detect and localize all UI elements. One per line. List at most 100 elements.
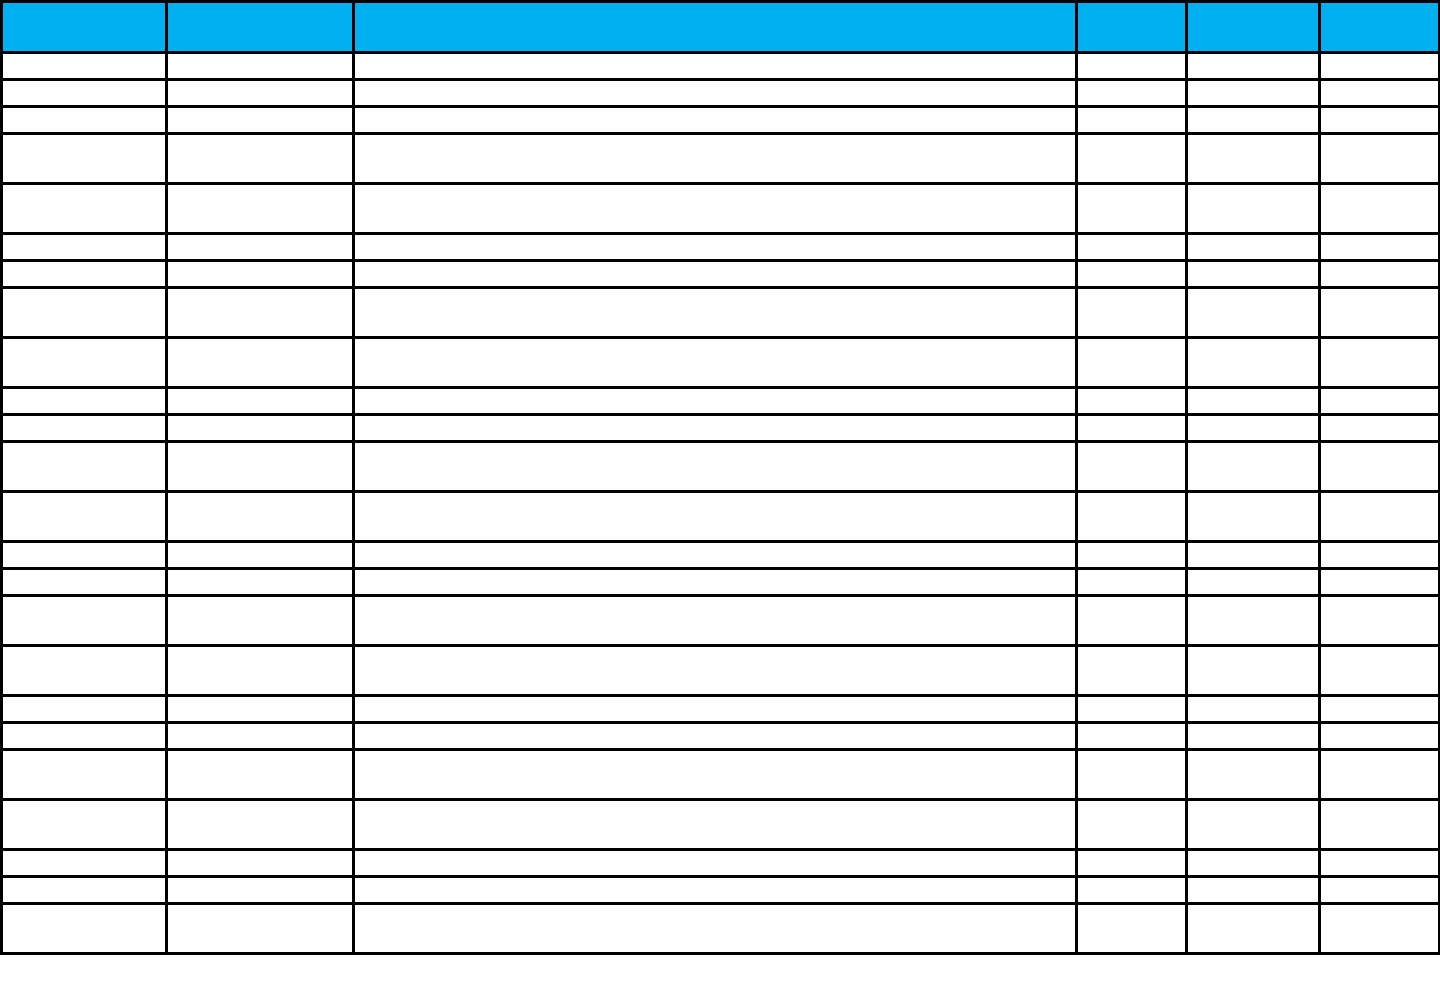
table-cell	[352, 721, 1078, 751]
table-cell	[1185, 540, 1321, 570]
table-cell	[1075, 644, 1188, 697]
table-cell	[352, 748, 1078, 801]
table-cell	[352, 105, 1078, 135]
table-cell	[1075, 594, 1188, 647]
table-cell	[1318, 644, 1440, 697]
table-cell	[1318, 798, 1440, 851]
table-cell	[165, 490, 355, 543]
table-cell	[165, 182, 355, 235]
table-row	[0, 386, 1440, 416]
table-cell	[0, 336, 168, 389]
table-cell	[1075, 540, 1188, 570]
table-row	[0, 132, 1440, 185]
table-cell	[1185, 413, 1321, 443]
table-cell	[1318, 336, 1440, 389]
table-cell	[1185, 902, 1321, 955]
table-row	[0, 721, 1440, 751]
table-cell	[0, 232, 168, 262]
column-header	[352, 0, 1078, 54]
table-cell	[1075, 902, 1188, 955]
table-cell	[352, 413, 1078, 443]
table-cell	[1318, 78, 1440, 108]
table-cell	[352, 336, 1078, 389]
table-cell	[1185, 567, 1321, 597]
table-cell	[1075, 182, 1188, 235]
table-cell	[1318, 848, 1440, 878]
table-row	[0, 567, 1440, 597]
table-cell	[0, 105, 168, 135]
table-cell	[1185, 336, 1321, 389]
table-cell	[165, 440, 355, 493]
table-row	[0, 594, 1440, 647]
table-cell	[1185, 848, 1321, 878]
table-cell	[1075, 105, 1188, 135]
table-cell	[1185, 232, 1321, 262]
table-cell	[1185, 182, 1321, 235]
table-cell	[1318, 875, 1440, 905]
table-row	[0, 336, 1440, 389]
table-row	[0, 78, 1440, 108]
table-cell	[1185, 644, 1321, 697]
table-cell	[352, 259, 1078, 289]
table-cell	[1318, 259, 1440, 289]
table-cell	[1075, 748, 1188, 801]
table-cell	[1075, 336, 1188, 389]
table-row	[0, 848, 1440, 878]
table-cell	[1185, 440, 1321, 493]
table-cell	[0, 78, 168, 108]
table-cell	[165, 875, 355, 905]
table-cell	[165, 848, 355, 878]
table-cell	[352, 232, 1078, 262]
table-row	[0, 902, 1440, 955]
table-cell	[1075, 567, 1188, 597]
table-row	[0, 232, 1440, 262]
table-cell	[352, 440, 1078, 493]
table-cell	[0, 594, 168, 647]
table-cell	[352, 594, 1078, 647]
table-cell	[1185, 386, 1321, 416]
table-cell	[0, 848, 168, 878]
table-cell	[1318, 540, 1440, 570]
table-cell	[1318, 386, 1440, 416]
table-cell	[0, 902, 168, 955]
table-cell	[352, 182, 1078, 235]
column-header	[165, 0, 355, 54]
table-row	[0, 259, 1440, 289]
table-cell	[352, 78, 1078, 108]
column-header	[1185, 0, 1321, 54]
table-cell	[0, 748, 168, 801]
table-row	[0, 182, 1440, 235]
table-cell	[1075, 386, 1188, 416]
table-cell	[165, 902, 355, 955]
table-cell	[165, 286, 355, 339]
table-row	[0, 644, 1440, 697]
table-cell	[165, 567, 355, 597]
data-table	[0, 0, 1440, 955]
table-cell	[352, 286, 1078, 339]
table-cell	[165, 798, 355, 851]
table-cell	[0, 259, 168, 289]
table-cell	[1185, 259, 1321, 289]
table-cell	[0, 413, 168, 443]
table-cell	[0, 540, 168, 570]
table-cell	[352, 490, 1078, 543]
table-cell	[165, 748, 355, 801]
table-cell	[165, 232, 355, 262]
table-cell	[352, 848, 1078, 878]
table-cell	[1318, 748, 1440, 801]
table-row	[0, 490, 1440, 543]
table-cell	[1075, 259, 1188, 289]
table-cell	[1075, 490, 1188, 543]
table-cell	[165, 413, 355, 443]
table-cell	[1318, 490, 1440, 543]
table-cell	[0, 490, 168, 543]
table-cell	[352, 540, 1078, 570]
table-cell	[1075, 848, 1188, 878]
table-cell	[1185, 798, 1321, 851]
table-cell	[352, 132, 1078, 185]
table-cell	[352, 51, 1078, 81]
table-cell	[352, 694, 1078, 724]
table-cell	[0, 721, 168, 751]
table-row	[0, 748, 1440, 801]
table-cell	[1318, 567, 1440, 597]
